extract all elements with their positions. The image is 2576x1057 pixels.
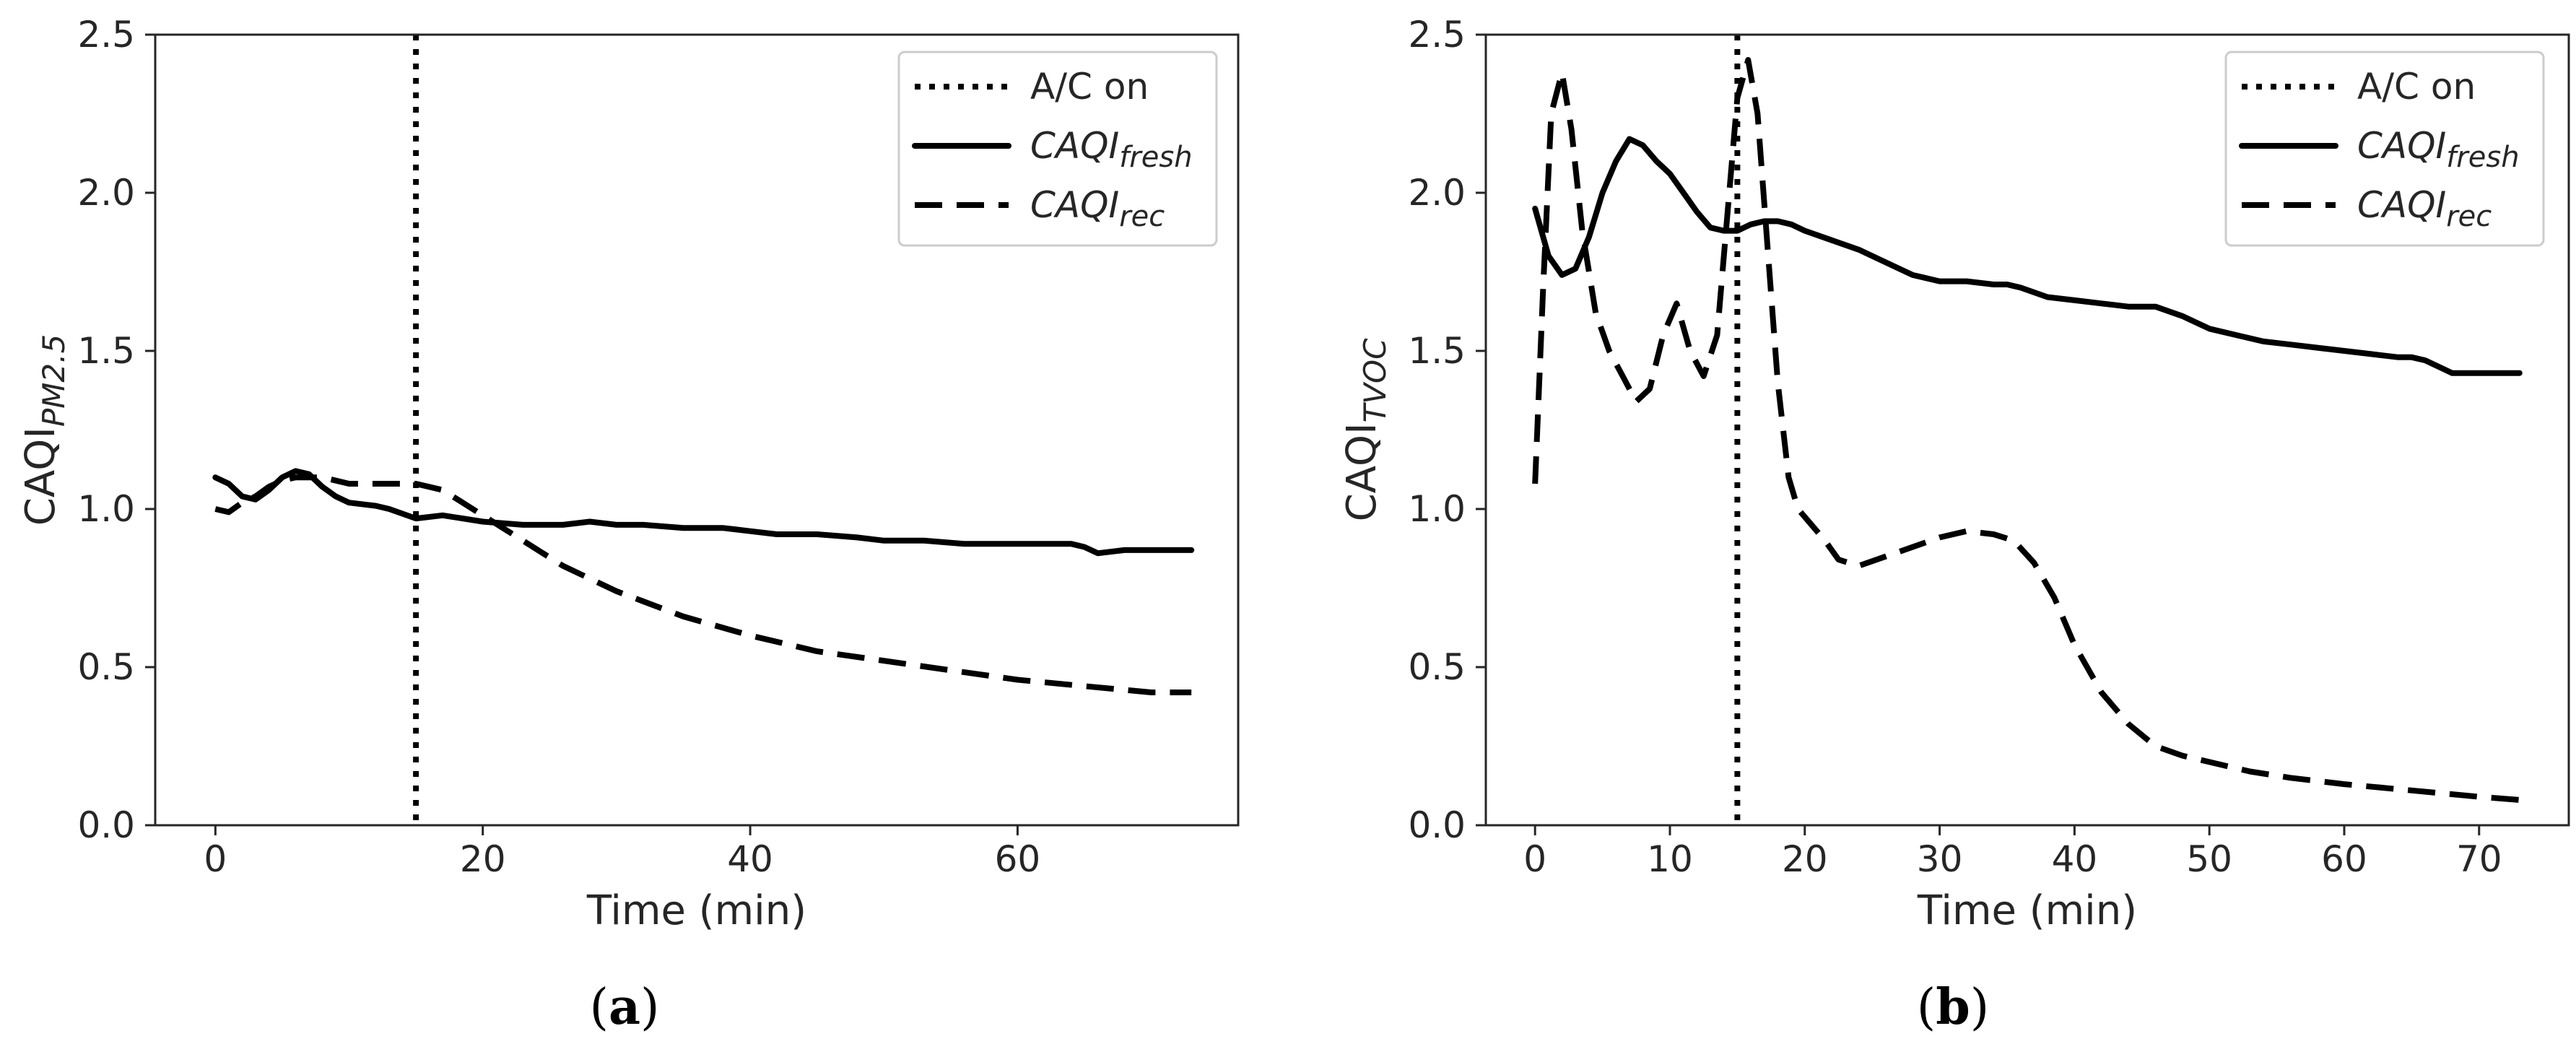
legend-box: [897, 51, 1218, 247]
legend: A/C on CAQIfresh CAQIrec: [2224, 51, 2545, 247]
y-tick-label: 1.5: [77, 330, 135, 372]
legend-label: A/C on: [2357, 66, 2476, 108]
y-tick-label: 0.5: [77, 646, 135, 688]
legend-box: [2224, 51, 2545, 247]
x-tick-label: 20: [1782, 838, 1828, 880]
x-tick-label: 0: [204, 838, 227, 880]
y-tick-label: 2.0: [77, 172, 135, 214]
panel-caption: (a): [589, 978, 659, 1036]
x-axis-label: Time (min): [1917, 887, 2137, 934]
x-tick-label: 0: [1523, 838, 1546, 880]
y-tick-label: 1.0: [77, 488, 135, 530]
y-axis-label: CAQIPM2.5: [17, 334, 71, 526]
x-tick-label: 50: [2186, 838, 2232, 880]
x-tick-label: 40: [2052, 838, 2098, 880]
panel-caption: (b): [1917, 978, 1990, 1036]
y-tick-label: 2.0: [1408, 172, 1466, 214]
y-tick-label: 0.0: [1408, 804, 1466, 846]
series-line-caqi-fresh: [212, 468, 1195, 557]
x-tick-label: 70: [2456, 838, 2502, 880]
x-tick-label: 60: [995, 838, 1041, 880]
panel-a: 0 20 40 60 0.0 0.5 1.0 1.5 2.0 2.5 Time (min) CAQIP…: [17, 14, 1240, 1036]
y-tick-label: 2.5: [1408, 14, 1466, 56]
x-tick-label: 60: [2321, 838, 2367, 880]
series-line-caqi-rec: [214, 474, 1192, 695]
legend: A/C on CAQIfresh CAQIrec: [897, 51, 1218, 247]
x-tick-label: 40: [727, 838, 773, 880]
panel-b: 0 10 20 30 40 50 60 70 0.0 0.5 1.0 1.5 2.0 2.5 Time (m…: [1339, 14, 2570, 1036]
legend-label: A/C on: [1030, 66, 1149, 108]
x-tick-label: 30: [1917, 838, 1963, 880]
series-line-caqi-fresh: [1532, 136, 2523, 376]
y-tick-label: 1.0: [1408, 488, 1466, 530]
y-axis-label: CAQITVOC: [1339, 338, 1393, 521]
y-tick-label: 0.5: [1408, 646, 1466, 688]
y-tick-label: 0.0: [77, 804, 135, 846]
axes-frame: [154, 33, 1240, 827]
axes-frame: [1484, 33, 2570, 827]
series-line-caqi-rec: [1532, 57, 2520, 803]
legend-label: CAQIrec: [2357, 184, 2492, 233]
x-tick-label: 20: [460, 838, 506, 880]
legend-label: CAQIfresh: [1030, 125, 1193, 174]
legend-label: CAQIfresh: [2357, 125, 2520, 174]
legend-label: CAQIrec: [1030, 184, 1165, 233]
y-tick-label: 1.5: [1408, 330, 1466, 372]
x-tick-label: 10: [1647, 838, 1693, 880]
y-tick-label: 2.5: [77, 14, 135, 56]
x-axis-label: Time (min): [586, 887, 806, 934]
